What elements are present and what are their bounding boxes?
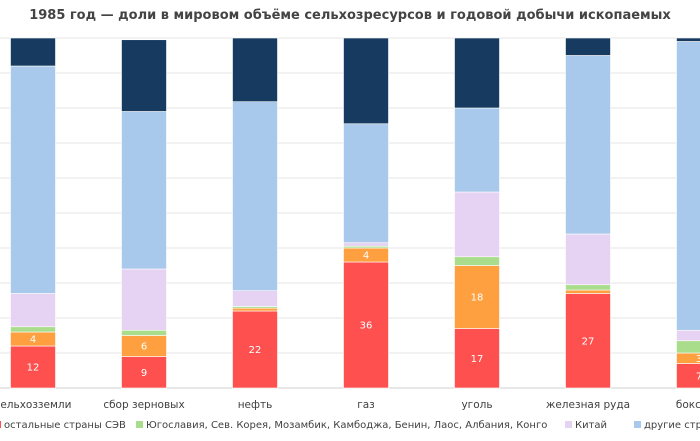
legend-swatch [136, 421, 143, 428]
data-label: 22 [249, 345, 262, 356]
data-label: 3 [696, 354, 700, 365]
legend-label: остальные страны СЭВ [4, 420, 126, 431]
bar-segment [343, 261, 389, 389]
category-label: железная руда [546, 399, 630, 411]
legend-label: Югославия, Сев. Корея, Мозамбик, Камбодж… [146, 420, 547, 431]
data-label: 17 [471, 354, 484, 365]
bar-segment [565, 37, 611, 56]
bar-segment [10, 345, 56, 389]
data-label: 6 [141, 342, 147, 353]
data-label: 18 [471, 293, 484, 304]
bar-segment [10, 37, 56, 67]
bar-segment [121, 329, 167, 336]
chart-title: 1985 год — доли в мировом объёме сельхоз… [29, 8, 671, 23]
bars [10, 37, 700, 389]
legend-label: Китай [575, 420, 607, 431]
bar-segment [454, 265, 500, 329]
legend-swatch [634, 421, 641, 428]
bar-segment [232, 310, 278, 389]
bar-segment [565, 233, 611, 286]
bar-segment [454, 191, 500, 258]
bar-segment [121, 268, 167, 331]
bar-segment [454, 107, 500, 193]
category-label: газ [357, 399, 375, 411]
bar-segment [10, 65, 56, 294]
bar-segment [565, 55, 611, 235]
category-label: сбор зерновых [103, 399, 184, 411]
data-label: 36 [360, 321, 373, 332]
legend: остальные страны СЭВ Югославия, Сев. Коре… [0, 420, 700, 431]
legend-swatch [565, 421, 572, 428]
category-label: уголь [461, 399, 492, 411]
bar-segment [676, 329, 700, 342]
bar-segment [454, 328, 500, 389]
bar-segment [232, 307, 278, 312]
category-label: сельхозземли [0, 399, 71, 411]
bar-segment [343, 37, 389, 125]
bar-segment [343, 242, 389, 247]
bar-segment [676, 41, 700, 331]
bar-segment [10, 326, 56, 333]
bar-segment [121, 39, 167, 112]
value-labels: 12 4 9 6 22 36 4 17 18 27 7 3 [27, 251, 700, 383]
data-label: 7 [696, 371, 700, 382]
category-label: бокситы [676, 399, 700, 411]
category-labels: сельхозземли сбор зерновых нефть газ уголь же… [0, 399, 700, 411]
bar-segment [676, 340, 700, 354]
bar-segment [454, 37, 500, 109]
legend-swatch [0, 421, 1, 428]
category-label: нефть [238, 399, 273, 411]
bar-segment [454, 256, 500, 266]
bar-segment [121, 111, 167, 270]
bar-segment [565, 284, 611, 291]
bar-segment [121, 356, 167, 389]
data-label: 4 [363, 251, 369, 262]
bar-segment [232, 290, 278, 307]
bar-segment [343, 123, 389, 244]
bar-segment [10, 293, 56, 328]
data-label: 9 [141, 368, 147, 379]
legend-label: другие стр [644, 420, 700, 431]
bar-segment [232, 101, 278, 291]
bar-segment [232, 37, 278, 103]
data-label: 12 [27, 363, 40, 374]
data-label: 4 [30, 335, 36, 346]
bar-segment [565, 289, 611, 294]
bar-segment [565, 293, 611, 389]
bar-segment [676, 37, 700, 42]
data-label: 27 [582, 336, 595, 347]
